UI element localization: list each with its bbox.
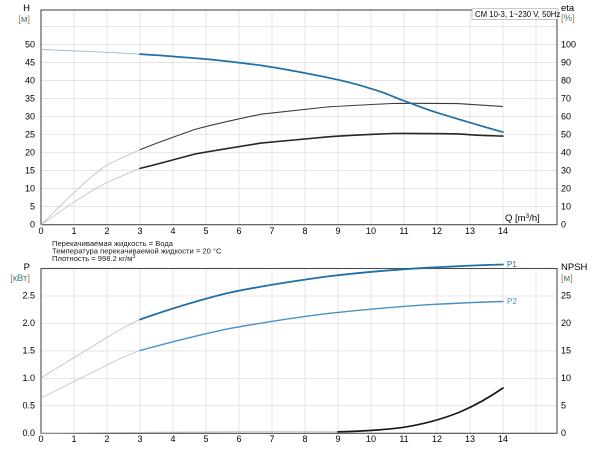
svg-text:12: 12: [432, 434, 442, 444]
svg-text:10: 10: [366, 226, 376, 236]
svg-text:35: 35: [25, 93, 35, 103]
svg-text:13: 13: [465, 226, 475, 236]
svg-text:0: 0: [38, 434, 43, 444]
svg-text:0: 0: [561, 220, 566, 230]
svg-text:12: 12: [432, 226, 442, 236]
svg-text:[м]: [м]: [561, 273, 573, 284]
svg-text:11: 11: [399, 434, 408, 444]
svg-text:50: 50: [25, 39, 35, 49]
svg-text:20: 20: [561, 184, 571, 194]
svg-text:H: H: [23, 3, 30, 14]
svg-text:1: 1: [71, 226, 76, 236]
svg-text:2: 2: [104, 226, 109, 236]
svg-text:13: 13: [465, 434, 475, 444]
svg-text:1.0: 1.0: [22, 373, 35, 383]
svg-text:6: 6: [236, 434, 241, 444]
svg-text:3: 3: [137, 434, 142, 444]
svg-text:P2: P2: [507, 297, 517, 306]
svg-text:5: 5: [561, 401, 566, 411]
svg-text:6: 6: [236, 226, 241, 236]
svg-text:5: 5: [203, 226, 208, 236]
svg-text:2.5: 2.5: [22, 291, 35, 301]
svg-text:1: 1: [71, 434, 76, 444]
svg-text:0: 0: [561, 428, 566, 438]
svg-text:15: 15: [25, 166, 35, 176]
svg-text:Q [m3/h]: Q [m3/h]: [505, 213, 540, 225]
svg-text:[м]: [м]: [18, 14, 30, 25]
svg-text:9: 9: [335, 226, 340, 236]
svg-text:100: 100: [561, 39, 576, 49]
svg-text:25: 25: [561, 291, 571, 301]
svg-text:1.5: 1.5: [22, 346, 35, 356]
svg-text:5: 5: [203, 434, 208, 444]
svg-text:70: 70: [561, 93, 571, 103]
svg-text:4: 4: [170, 434, 175, 444]
svg-text:2: 2: [104, 434, 109, 444]
svg-text:[%]: [%]: [561, 13, 575, 24]
svg-text:0.5: 0.5: [22, 401, 35, 411]
svg-text:25: 25: [25, 130, 35, 140]
svg-text:60: 60: [561, 112, 571, 122]
svg-text:90: 90: [561, 57, 571, 67]
svg-text:[кВт]: [кВт]: [10, 273, 30, 284]
svg-text:45: 45: [25, 57, 35, 67]
svg-text:50: 50: [561, 130, 571, 140]
svg-text:CM 10-3, 1~230 V, 50Hz: CM 10-3, 1~230 V, 50Hz: [475, 10, 560, 19]
svg-text:11: 11: [399, 226, 408, 236]
svg-text:8: 8: [302, 226, 307, 236]
svg-text:3: 3: [137, 226, 142, 236]
svg-text:10: 10: [561, 373, 571, 383]
svg-text:Плотность = 998.2 кг/м3: Плотность = 998.2 кг/м3: [52, 254, 135, 263]
svg-text:0: 0: [30, 220, 35, 230]
svg-text:40: 40: [25, 75, 35, 85]
svg-text:30: 30: [25, 112, 35, 122]
svg-text:8: 8: [302, 434, 307, 444]
svg-text:10: 10: [366, 434, 376, 444]
svg-text:14: 14: [498, 226, 508, 236]
svg-text:20: 20: [561, 318, 571, 328]
svg-text:40: 40: [561, 148, 571, 158]
svg-text:4: 4: [170, 226, 175, 236]
svg-text:20: 20: [25, 148, 35, 158]
svg-text:P: P: [24, 262, 30, 273]
svg-text:10: 10: [561, 202, 571, 212]
svg-text:7: 7: [269, 434, 274, 444]
svg-text:7: 7: [269, 226, 274, 236]
svg-text:9: 9: [335, 434, 340, 444]
svg-text:2.0: 2.0: [22, 318, 35, 328]
svg-text:15: 15: [561, 346, 571, 356]
svg-text:0.0: 0.0: [22, 428, 35, 438]
svg-text:14: 14: [498, 434, 508, 444]
svg-text:10: 10: [25, 184, 35, 194]
svg-text:30: 30: [561, 166, 571, 176]
svg-text:80: 80: [561, 75, 571, 85]
svg-text:NPSH: NPSH: [561, 262, 588, 273]
svg-text:P1: P1: [507, 260, 517, 269]
svg-text:0: 0: [38, 226, 43, 236]
svg-text:5: 5: [30, 202, 35, 212]
